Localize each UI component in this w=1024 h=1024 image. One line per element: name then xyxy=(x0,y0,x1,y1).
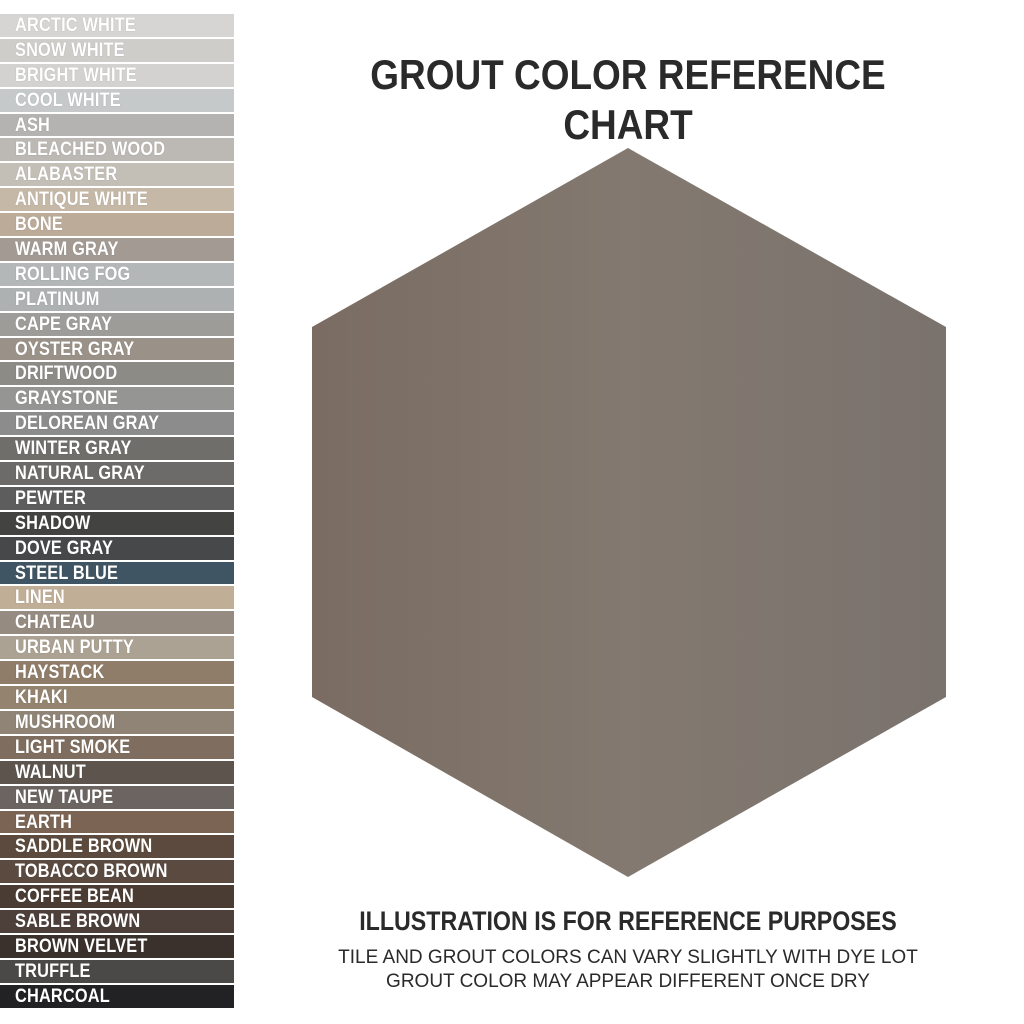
grout-swatch: NEW TAUPE xyxy=(0,785,234,809)
grout-swatch: CAPE GRAY xyxy=(0,312,234,336)
swatch-label: TRUFFLE xyxy=(15,960,91,982)
grout-swatch: SABLE BROWN xyxy=(0,910,234,933)
swatch-label: SADDLE BROWN xyxy=(15,836,153,858)
grout-swatch: CHATEAU xyxy=(0,611,234,635)
swatch-label: CAPE GRAY xyxy=(15,313,113,335)
swatch-label: ALABASTER xyxy=(15,164,118,186)
grout-swatch: SADDLE BROWN xyxy=(0,835,234,859)
grout-swatch: SNOW WHITE xyxy=(0,38,234,62)
grout-swatch: MUSHROOM xyxy=(0,710,234,734)
swatch-label: CHATEAU xyxy=(15,612,95,634)
swatch-label: NATURAL GRAY xyxy=(15,463,145,485)
swatch-label: SHADOW xyxy=(15,512,91,534)
hexagon-tile xyxy=(312,148,946,877)
swatch-label: WINTER GRAY xyxy=(15,438,132,460)
grout-swatch: ASH xyxy=(0,113,234,137)
grout-swatch: SHADOW xyxy=(0,511,234,535)
grout-swatch-list: ARCTIC WHITE SNOW WHITE BRIGHT WHITE COOL W… xyxy=(0,14,234,1010)
reference-note-heading: ILLUSTRATION IS FOR REFERENCE PURPOSES xyxy=(359,906,897,936)
grout-swatch: PEWTER xyxy=(0,486,234,510)
grout-swatch: ANTIQUE WHITE xyxy=(0,188,234,212)
grout-swatch: DELOREAN GRAY xyxy=(0,412,234,436)
grout-swatch: KHAKI xyxy=(0,686,234,709)
grout-swatch: BROWN VELVET xyxy=(0,934,234,958)
swatch-label: BROWN VELVET xyxy=(15,935,148,957)
swatch-label: BONE xyxy=(15,214,63,236)
grout-swatch: PLATINUM xyxy=(0,287,234,311)
swatch-label: STEEL BLUE xyxy=(15,562,119,584)
swatch-label: BRIGHT WHITE xyxy=(15,64,137,86)
swatch-label: SABLE BROWN xyxy=(15,911,141,933)
grout-swatch: NATURAL GRAY xyxy=(0,462,234,485)
grout-swatch: DRIFTWOOD xyxy=(0,362,234,386)
grout-swatch: LINEN xyxy=(0,586,234,610)
swatch-label: HAYSTACK xyxy=(15,662,105,684)
grout-swatch: CHARCOAL xyxy=(0,984,234,1008)
swatch-label: NEW TAUPE xyxy=(15,786,114,808)
dry-color-note: GROUT COLOR MAY APPEAR DIFFERENT ONCE DR… xyxy=(386,971,870,992)
grout-swatch: ALABASTER xyxy=(0,163,234,187)
swatch-label: ANTIQUE WHITE xyxy=(15,189,148,211)
swatch-label: DELOREAN GRAY xyxy=(15,413,160,435)
swatch-label: SNOW WHITE xyxy=(15,39,125,61)
swatch-label: CHARCOAL xyxy=(15,985,110,1007)
swatch-label: BLEACHED WOOD xyxy=(15,139,166,161)
swatch-label: LINEN xyxy=(15,587,65,609)
grout-swatch: COOL WHITE xyxy=(0,88,234,112)
grout-swatch: URBAN PUTTY xyxy=(0,636,234,660)
swatch-label: MUSHROOM xyxy=(15,711,116,733)
grout-swatch: WARM GRAY xyxy=(0,238,234,261)
grout-swatch: DOVE GRAY xyxy=(0,536,234,560)
swatch-label: ROLLING FOG xyxy=(15,263,131,285)
grout-swatch: EARTH xyxy=(0,810,234,834)
swatch-label: COOL WHITE xyxy=(15,89,121,111)
swatch-label: OYSTER GRAY xyxy=(15,338,135,360)
swatch-label: LIGHT SMOKE xyxy=(15,736,131,758)
grout-swatch: WALNUT xyxy=(0,760,234,784)
grout-swatch: BONE xyxy=(0,213,234,237)
swatch-label: COFFEE BEAN xyxy=(15,886,135,908)
grout-swatch: HAYSTACK xyxy=(0,661,234,685)
swatch-label: URBAN PUTTY xyxy=(15,637,135,659)
grout-swatch: STEEL BLUE xyxy=(0,561,234,585)
grout-swatch: COFFEE BEAN xyxy=(0,885,234,909)
swatch-label: WARM GRAY xyxy=(15,239,119,261)
grout-swatch: BLEACHED WOOD xyxy=(0,138,234,162)
swatch-label: EARTH xyxy=(15,811,73,833)
grout-swatch: TOBACCO BROWN xyxy=(0,860,234,884)
grout-swatch: WINTER GRAY xyxy=(0,437,234,461)
grout-swatch: GRAYSTONE xyxy=(0,387,234,411)
grout-swatch: ROLLING FOG xyxy=(0,262,234,286)
grout-swatch: TRUFFLE xyxy=(0,959,234,983)
swatch-label: PEWTER xyxy=(15,487,86,509)
swatch-label: ASH xyxy=(15,114,51,136)
swatch-label: DOVE GRAY xyxy=(15,537,114,559)
grout-swatch: OYSTER GRAY xyxy=(0,337,234,361)
swatch-label: GRAYSTONE xyxy=(15,388,119,410)
grout-swatch: ARCTIC WHITE xyxy=(0,14,234,37)
swatch-label: DRIFTWOOD xyxy=(15,363,118,385)
swatch-label: TOBACCO BROWN xyxy=(15,861,168,883)
swatch-label: WALNUT xyxy=(15,761,86,783)
swatch-label: ARCTIC WHITE xyxy=(15,15,136,36)
grout-swatch: LIGHT SMOKE xyxy=(0,735,234,759)
swatch-label: PLATINUM xyxy=(15,288,100,310)
page-title: GROUT COLOR REFERENCE CHART xyxy=(370,51,886,148)
dye-lot-note: TILE AND GROUT COLORS CAN VARY SLIGHTLY … xyxy=(338,947,918,968)
swatch-label: KHAKI xyxy=(15,687,68,709)
grout-swatch: BRIGHT WHITE xyxy=(0,63,234,87)
